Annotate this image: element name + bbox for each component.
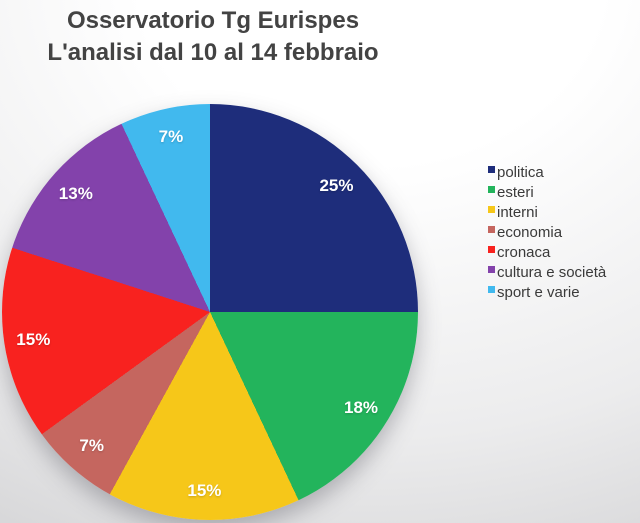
legend-label-esteri: esteri	[497, 183, 534, 201]
chart-title-line2: L'analisi dal 10 al 14 febbraio	[47, 39, 379, 66]
legend-label-sport-e-varie: sport e varie	[497, 283, 580, 301]
legend-swatch-cronaca	[488, 246, 495, 253]
legend-label-economia: economia	[497, 223, 563, 241]
legend-label-politica: politica	[497, 163, 544, 181]
legend-label-interni: interni	[497, 203, 538, 221]
pie-slice-label-economia: 7%	[79, 436, 104, 456]
legend-item-esteri: esteri	[488, 182, 606, 202]
chart-title-line1: Osservatorio Tg Eurispes	[66, 7, 360, 34]
legend-swatch-sport-e-varie	[488, 286, 495, 293]
legend-swatch-esteri	[488, 186, 495, 193]
legend-item-cultura-e-società: cultura e società	[488, 262, 606, 282]
legend-swatch-economia	[488, 226, 495, 233]
pie-slice-label-cronaca: 15%	[16, 329, 51, 349]
legend-item-sport-e-varie: sport e varie	[488, 282, 606, 302]
chart-title: Osservatorio Tg Eurispes L'analisi dal 1…	[0, 5, 426, 69]
legend-item-economia: economia	[488, 222, 606, 242]
pie-slice-label-esteri: 18%	[344, 397, 379, 417]
pie-slice-label-sport-e-varie: 7%	[158, 127, 184, 147]
pie-slice-label-interni: 15%	[187, 480, 222, 500]
chart-legend: politica esteri interni economia cronaca cult…	[488, 162, 606, 302]
pie-chart: 25% 18% 15% 7% 15% 13% 7%	[2, 104, 418, 520]
pie-slice-label-politica: 25%	[319, 175, 354, 195]
legend-item-politica: politica	[488, 162, 606, 182]
legend-label-cronaca: cronaca	[497, 243, 551, 261]
legend-swatch-cultura-e-società	[488, 266, 495, 273]
legend-swatch-politica	[488, 166, 495, 173]
legend-item-interni: interni	[488, 202, 606, 222]
legend-label-cultura-e-società: cultura e società	[497, 263, 607, 281]
legend-item-cronaca: cronaca	[488, 242, 606, 262]
pie-slice-label-cultura-e-società: 13%	[58, 183, 93, 203]
legend-swatch-interni	[488, 206, 495, 213]
